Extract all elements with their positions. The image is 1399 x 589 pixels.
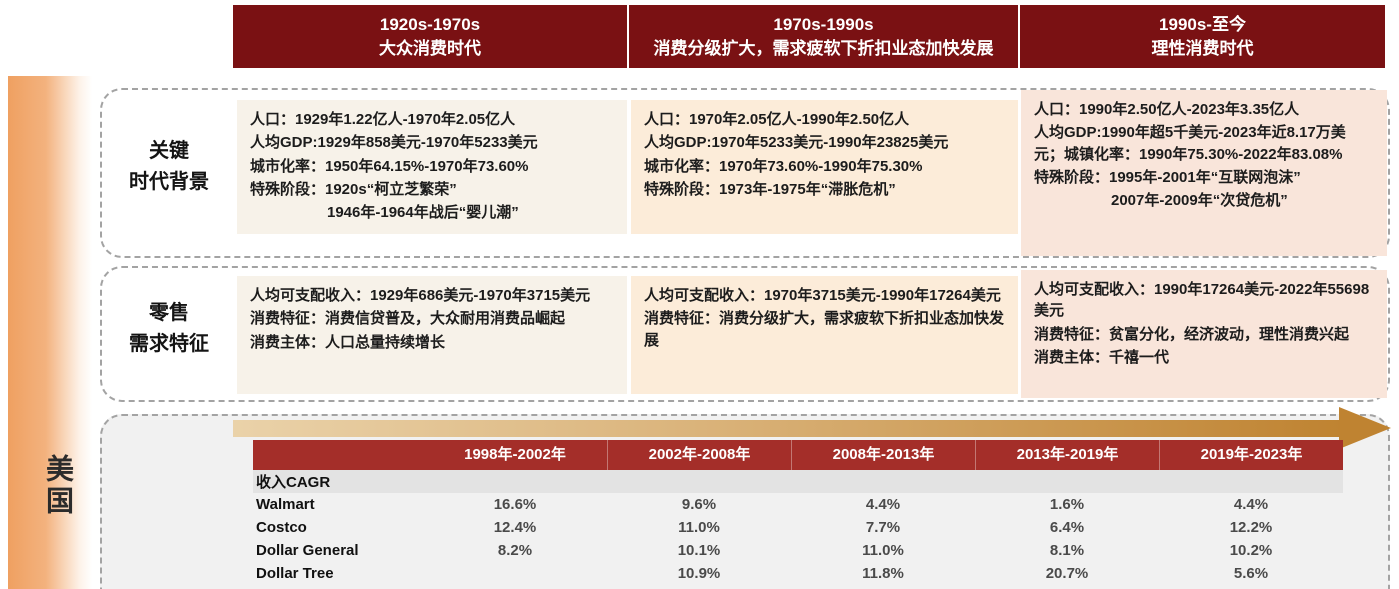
era-period: 1970s-1990s — [773, 14, 874, 34]
text-line: 消费特征：消费分级扩大，需求疲软下折扣业态加快发展 — [644, 310, 1005, 349]
cagr-value: 7.7% — [865, 519, 901, 536]
table-row: Walmart 16.6% 9.6% 4.4% 1.6% 4.4% — [253, 493, 1343, 516]
cagr-value: 11.0% — [678, 519, 720, 536]
cagr-value: 4.4% — [1233, 496, 1269, 513]
cagr-value: 9.6% — [681, 496, 717, 513]
section-label: 收入CAGR — [256, 474, 331, 491]
cagr-value: 5.6% — [1233, 565, 1269, 582]
cagr-value: 11.8% — [862, 565, 904, 582]
era1-background-cell: 人口：1929年1.22亿人-1970年2.05亿人 人均GDP:1929年85… — [237, 100, 627, 234]
table-header-period: 2013年-2019年 — [975, 440, 1159, 470]
retail-demand-box — [100, 266, 1390, 402]
key-background-box — [100, 88, 1390, 258]
era-header-3: 1990s-至今 理性消费时代 — [1020, 5, 1385, 68]
text-line: 人均可支配收入：1990年17264美元-2022年55698美元 — [1034, 281, 1370, 320]
text-line: 人口：1970年2.05亿人-1990年2.50亿人 — [644, 111, 910, 128]
table-row: Dollar General 8.2% 10.1% 11.0% 8.1% 10.… — [253, 539, 1343, 562]
era2-demand-cell: 人均可支配收入：1970年3715美元-1990年17264美元 消费特征：消费… — [631, 276, 1018, 394]
table-header-period: 2019年-2023年 — [1159, 440, 1343, 470]
timeline-arrowhead-icon — [1339, 407, 1391, 449]
row-label-line: 需求特征 — [129, 333, 209, 355]
text-line: 城市化率：1950年64.15%-1970年73.60% — [250, 157, 529, 175]
era-title: 理性消费时代 — [1151, 39, 1254, 59]
table-row: Dollar Tree 10.9% 11.8% 20.7% 5.6% — [253, 562, 1343, 585]
text-line: 人均GDP:1990年超5千美元-2023年近8.17万美元；城镇化率：1990… — [1034, 124, 1346, 163]
table-header-empty — [253, 440, 423, 470]
text-line: 消费主体：千禧一代 — [1034, 348, 1170, 366]
row-label-line: 关键 — [149, 140, 189, 162]
era-title: 消费分级扩大，需求疲软下折扣业态加快发展 — [653, 39, 994, 59]
text-line: 特殊阶段：1973年-1975年“滞胀危机” — [644, 180, 896, 198]
cagr-value: 1.6% — [1049, 496, 1085, 513]
cagr-value: 12.2% — [1229, 519, 1273, 536]
text-line: 人均可支配收入：1929年686美元-1970年3715美元 — [250, 287, 591, 304]
row-label-line: 时代背景 — [129, 171, 209, 193]
era-period: 1920s-1970s — [379, 14, 481, 34]
cagr-value: 6.4% — [1049, 519, 1085, 536]
text-line: 消费主体：人口总量持续增长 — [250, 333, 446, 351]
era-title: 大众消费时代 — [379, 39, 481, 59]
text-line: 人均GDP:1929年858美元-1970年5233美元 — [250, 134, 538, 152]
text-line: 人均GDP:1970年5233美元-1990年23825美元 — [644, 134, 949, 152]
era-header-1: 1920s-1970s 大众消费时代 — [233, 5, 627, 68]
row-label-key-background: 关键 时代背景 — [104, 136, 234, 198]
text-line: 消费特征：消费信贷普及，大众耐用消费品崛起 — [250, 310, 566, 328]
timeline-arrow — [233, 420, 1341, 437]
cagr-value: 10.1% — [677, 542, 721, 559]
cagr-value: 10.2% — [1229, 542, 1273, 559]
cagr-value: 20.7% — [1045, 565, 1089, 582]
text-line: 人口：1990年2.50亿人-2023年3.35亿人 — [1034, 101, 1300, 118]
country-label: 美国 — [43, 454, 74, 518]
cagr-value: 8.2% — [497, 542, 533, 559]
era-period: 1990s-至今 — [1159, 14, 1246, 34]
cagr-value: 8.1% — [1049, 542, 1085, 559]
cagr-value: 4.4% — [865, 496, 901, 513]
era3-background-cell: 人口：1990年2.50亿人-2023年3.35亿人 人均GDP:1990年超5… — [1021, 90, 1387, 256]
text-line: 特殊阶段：1995年-2001年“互联网泡沫” — [1034, 168, 1301, 186]
text-line: 人口：1929年1.22亿人-1970年2.05亿人 — [250, 111, 516, 128]
era-header-2: 1970s-1990s 消费分级扩大，需求疲软下折扣业态加快发展 — [629, 5, 1018, 68]
row-label-line: 零售 — [149, 302, 189, 324]
table-section-row: 收入CAGR — [253, 470, 1343, 493]
country-sidebar: 美国 — [8, 76, 92, 589]
text-line: 2007年-2009年“次贷危机” — [1111, 192, 1288, 210]
text-line: 城市化率：1970年73.60%-1990年75.30% — [644, 157, 923, 175]
table-header-period: 1998年-2002年 — [464, 446, 566, 463]
text-line: 消费特征：贫富分化，经济波动，理性消费兴起 — [1034, 325, 1350, 343]
table-header-period: 2002年-2008年 — [607, 440, 791, 470]
company-name: Costco — [256, 519, 307, 536]
cagr-value: 12.4% — [493, 519, 537, 536]
cagr-table: 1998年-2002年 2002年-2008年 2008年-2013年 2013… — [253, 440, 1343, 585]
era1-demand-cell: 人均可支配收入：1929年686美元-1970年3715美元 消费特征：消费信贷… — [237, 276, 627, 394]
table-row: Costco 12.4% 11.0% 7.7% 6.4% 12.2% — [253, 516, 1343, 539]
era3-demand-cell: 人均可支配收入：1990年17264美元-2022年55698美元 消费特征：贫… — [1021, 270, 1387, 398]
cagr-table-header: 1998年-2002年 2002年-2008年 2008年-2013年 2013… — [253, 440, 1343, 470]
cagr-value: 16.6% — [493, 496, 537, 513]
company-name: Dollar General — [256, 542, 359, 559]
cagr-value: 10.9% — [677, 565, 721, 582]
text-line: 1946年-1964年战后“婴儿潮” — [327, 204, 519, 222]
text-line: 人均可支配收入：1970年3715美元-1990年17264美元 — [644, 287, 1001, 304]
era2-background-cell: 人口：1970年2.05亿人-1990年2.50亿人 人均GDP:1970年52… — [631, 100, 1018, 234]
text-line: 特殊阶段：1920s“柯立芝繁荣” — [250, 180, 457, 198]
table-header-period: 2008年-2013年 — [791, 440, 975, 470]
cagr-value: 11.0% — [862, 542, 904, 559]
company-name: Walmart — [256, 496, 315, 513]
company-name: Dollar Tree — [256, 565, 334, 582]
row-label-retail-demand: 零售 需求特征 — [104, 298, 234, 360]
